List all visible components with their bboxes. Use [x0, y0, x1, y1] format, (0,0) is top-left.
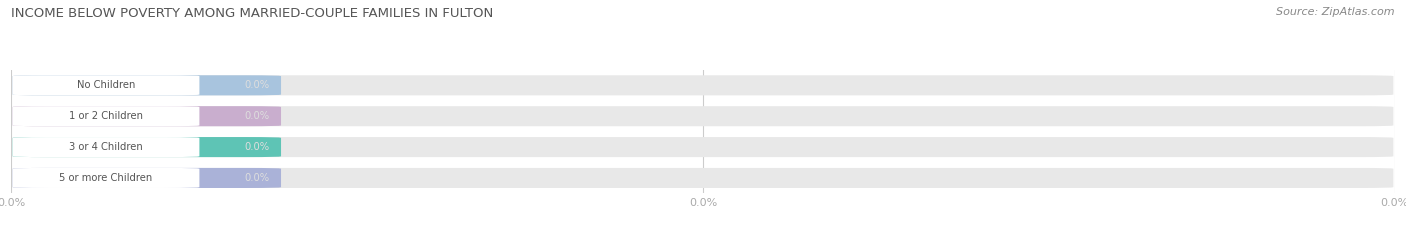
- FancyBboxPatch shape: [13, 168, 1393, 188]
- FancyBboxPatch shape: [13, 75, 200, 95]
- Text: 5 or more Children: 5 or more Children: [59, 173, 153, 183]
- FancyBboxPatch shape: [13, 137, 1393, 157]
- Text: 0.0%: 0.0%: [245, 142, 270, 152]
- Text: 0.0%: 0.0%: [245, 80, 270, 90]
- FancyBboxPatch shape: [13, 137, 200, 157]
- FancyBboxPatch shape: [13, 106, 1393, 126]
- FancyBboxPatch shape: [13, 75, 281, 95]
- Text: INCOME BELOW POVERTY AMONG MARRIED-COUPLE FAMILIES IN FULTON: INCOME BELOW POVERTY AMONG MARRIED-COUPL…: [11, 7, 494, 20]
- Text: No Children: No Children: [77, 80, 135, 90]
- FancyBboxPatch shape: [13, 168, 281, 188]
- Text: 3 or 4 Children: 3 or 4 Children: [69, 142, 143, 152]
- Text: Source: ZipAtlas.com: Source: ZipAtlas.com: [1277, 7, 1395, 17]
- Text: 1 or 2 Children: 1 or 2 Children: [69, 111, 143, 121]
- FancyBboxPatch shape: [13, 137, 281, 157]
- Text: 0.0%: 0.0%: [245, 111, 270, 121]
- FancyBboxPatch shape: [13, 168, 200, 188]
- FancyBboxPatch shape: [13, 106, 281, 126]
- FancyBboxPatch shape: [13, 75, 1393, 95]
- FancyBboxPatch shape: [13, 106, 200, 126]
- Text: 0.0%: 0.0%: [245, 173, 270, 183]
